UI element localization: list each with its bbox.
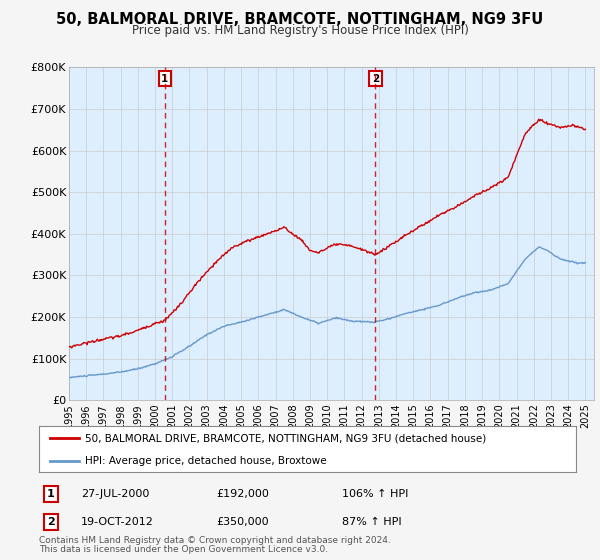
Text: 50, BALMORAL DRIVE, BRAMCOTE, NOTTINGHAM, NG9 3FU (detached house): 50, BALMORAL DRIVE, BRAMCOTE, NOTTINGHAM…: [85, 433, 486, 444]
Text: £192,000: £192,000: [216, 489, 269, 499]
Text: 19-OCT-2012: 19-OCT-2012: [81, 517, 154, 527]
Text: £350,000: £350,000: [216, 517, 269, 527]
Text: HPI: Average price, detached house, Broxtowe: HPI: Average price, detached house, Brox…: [85, 456, 326, 466]
Text: 1: 1: [161, 74, 169, 84]
Text: 106% ↑ HPI: 106% ↑ HPI: [342, 489, 409, 499]
Text: This data is licensed under the Open Government Licence v3.0.: This data is licensed under the Open Gov…: [39, 545, 328, 554]
Text: Contains HM Land Registry data © Crown copyright and database right 2024.: Contains HM Land Registry data © Crown c…: [39, 536, 391, 545]
Text: Price paid vs. HM Land Registry's House Price Index (HPI): Price paid vs. HM Land Registry's House …: [131, 24, 469, 37]
Text: 2: 2: [47, 517, 55, 527]
Text: 1: 1: [47, 489, 55, 499]
Text: 87% ↑ HPI: 87% ↑ HPI: [342, 517, 401, 527]
Text: 50, BALMORAL DRIVE, BRAMCOTE, NOTTINGHAM, NG9 3FU: 50, BALMORAL DRIVE, BRAMCOTE, NOTTINGHAM…: [56, 12, 544, 27]
Text: 27-JUL-2000: 27-JUL-2000: [81, 489, 149, 499]
Text: 2: 2: [372, 74, 379, 84]
